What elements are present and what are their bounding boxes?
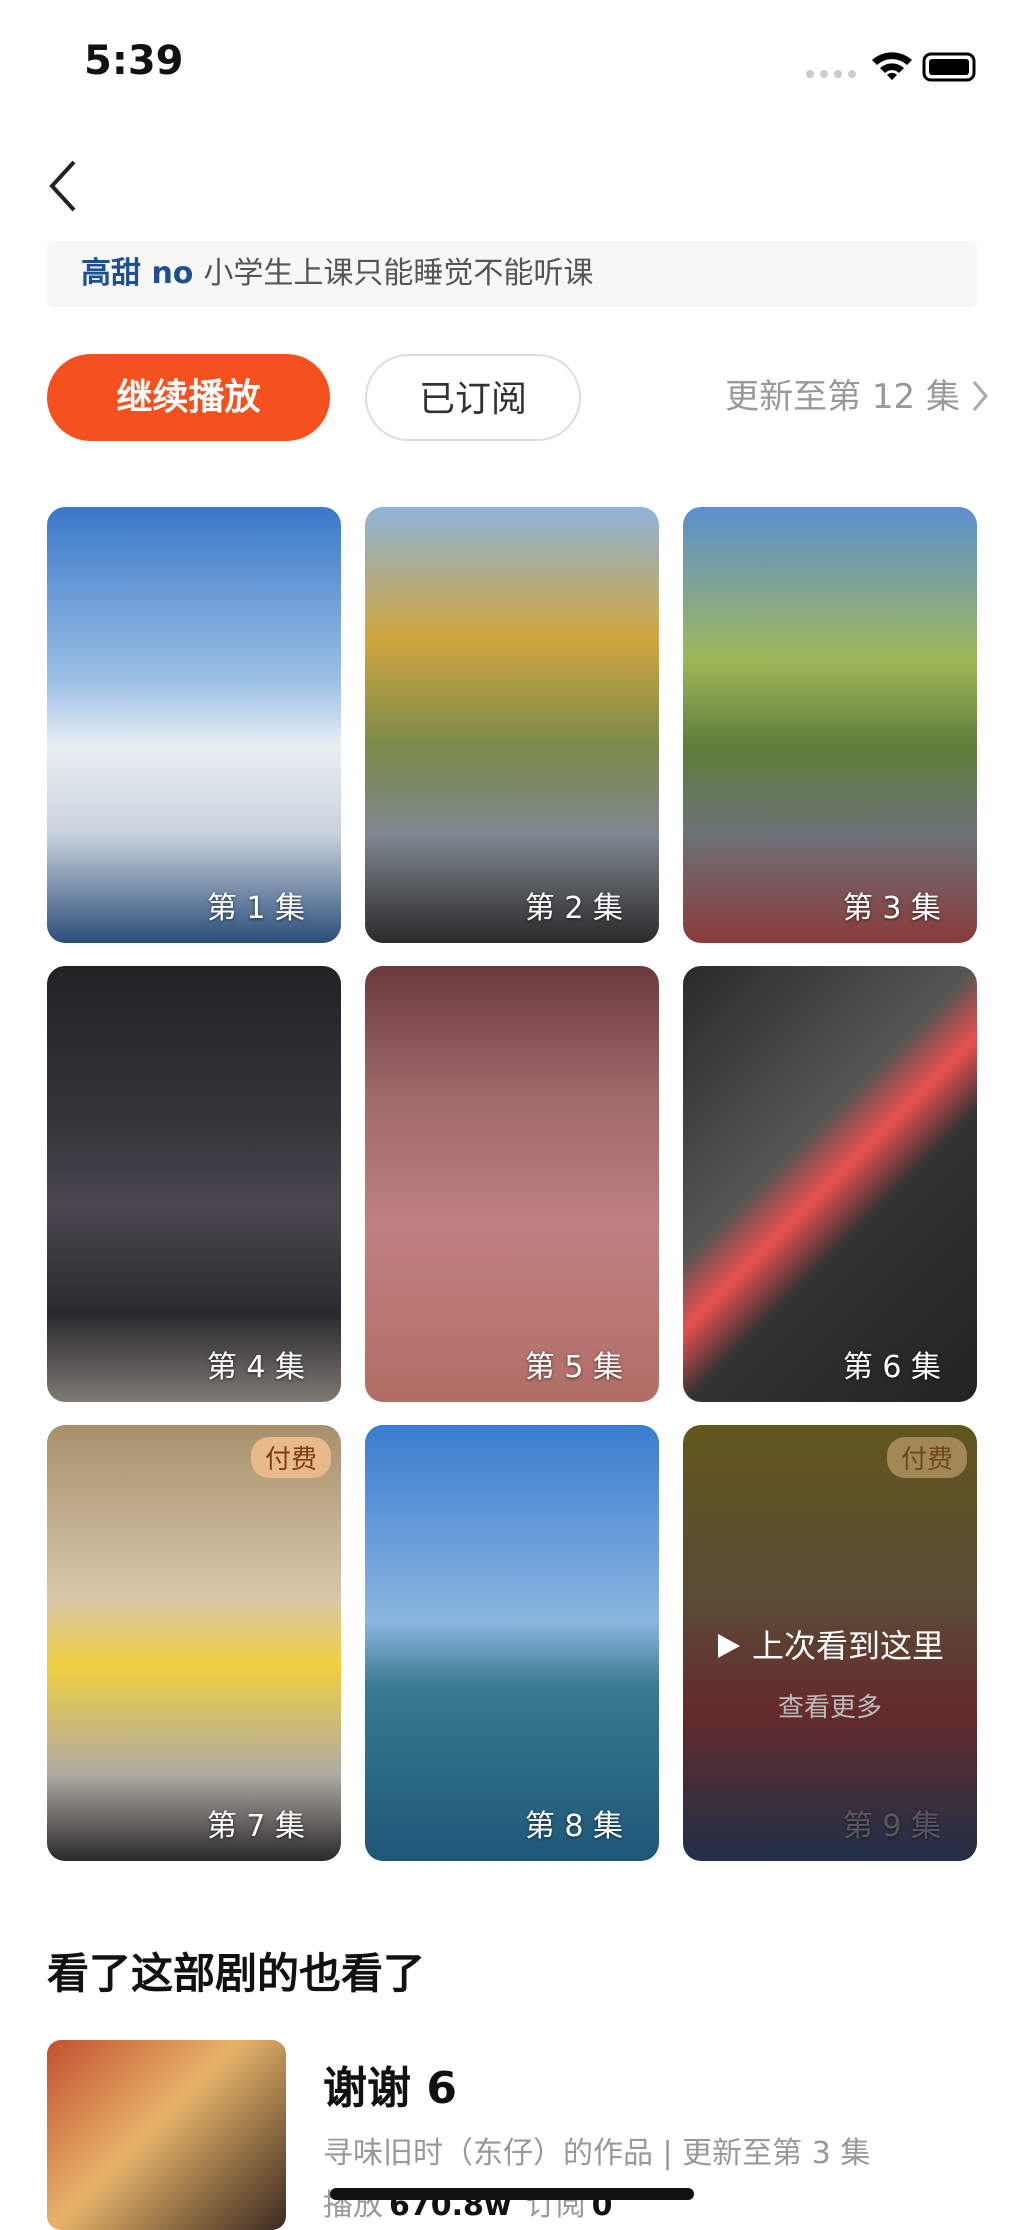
status-icons [806, 52, 976, 82]
episode-card[interactable]: 第 1 集 [47, 507, 341, 943]
episode-card[interactable]: 第 7 集 付费 [47, 1425, 341, 1861]
episode-card[interactable]: 第 3 集 [683, 507, 977, 943]
badge: 付费 [250, 1437, 331, 1478]
episode-label: 第 4 集 [206, 1350, 305, 1385]
badge: 付费 [886, 1437, 967, 1478]
episode-card[interactable]: 第 9 集 付费上次看到这里查看更多 [683, 1425, 977, 1861]
episode-card[interactable]: 第 6 集 [683, 966, 977, 1402]
episode-label: 第 9 集 [842, 1809, 941, 1844]
chevron [972, 381, 988, 411]
back-button[interactable] [44, 158, 84, 214]
resume-more[interactable]: 查看更多 [777, 1693, 882, 1723]
author[interactable]: 高甜 no [81, 256, 194, 291]
description: 小学生上课只能睡觉不能听课 [203, 256, 594, 291]
author-bar[interactable]: 高甜 no 小学生上课只能睡觉不能听课 [47, 241, 977, 307]
episode-label: 第 5 集 [524, 1350, 623, 1385]
section-title: 看了这部剧的也看了 [47, 1949, 426, 1998]
episode-label: 第 7 集 [206, 1809, 305, 1844]
episode-label: 第 8 集 [524, 1809, 623, 1844]
thumbnail[interactable]: 独播 [47, 2040, 286, 2230]
item-meta: 寻味旧时（东仔）的作品 | 更新至第 3 集 [323, 2136, 871, 2171]
item-stats: 播放 670.8w 订阅 0 [323, 2180, 626, 2224]
home-indicator [330, 2188, 694, 2200]
episode-label: 第 6 集 [842, 1350, 941, 1385]
status-time: 5:39 [84, 38, 184, 84]
resume-label: 上次看到这里 [751, 1627, 944, 1665]
subscribed-button[interactable]: 已订阅 [365, 354, 581, 441]
episode-card[interactable]: 第 4 集 [47, 966, 341, 1402]
resume-text: 上次看到这里 [683, 1621, 977, 1667]
play-icon [717, 1634, 740, 1658]
item-title[interactable]: 谢谢 6 [323, 2063, 457, 2114]
continue-button[interactable]: 继续播放 [47, 354, 330, 441]
episode-label: 第 3 集 [842, 891, 941, 926]
episode-label: 第 1 集 [206, 891, 305, 926]
update-link[interactable]: 更新至第 12 集 [725, 377, 960, 417]
episode-label: 第 2 集 [524, 891, 623, 926]
episode-card[interactable]: 第 2 集 [365, 507, 659, 943]
episode-card[interactable]: 第 5 集 [365, 966, 659, 1402]
episode-card[interactable]: 第 8 集 [365, 1425, 659, 1861]
